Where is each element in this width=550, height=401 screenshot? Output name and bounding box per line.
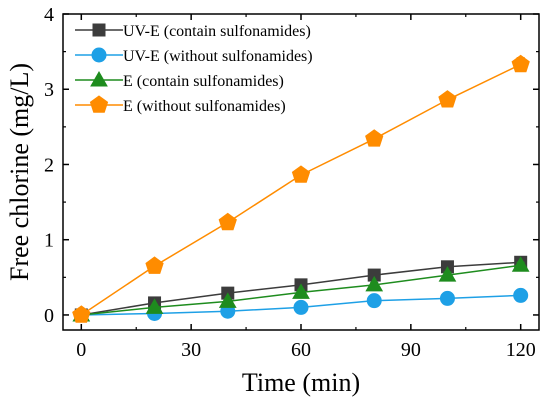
x-axis: 0 30 60 90 120 [76, 14, 536, 361]
legend-marker [92, 23, 106, 37]
x-axis-label: Time (min) [242, 368, 360, 397]
data-point [145, 256, 164, 274]
data-point [292, 283, 310, 299]
series-layer [72, 54, 530, 323]
data-point [218, 212, 237, 231]
data-point [366, 293, 382, 309]
legend-entry: UV-E (without sulfonamides) [75, 47, 313, 65]
legend-entry: UV-E (contain sulfonamides) [75, 23, 311, 40]
legend-marker [90, 70, 108, 87]
x-tick-label: 120 [506, 339, 536, 361]
legend-label: E (contain sulfonamides) [123, 73, 284, 90]
legend: UV-E (contain sulfonamides) UV-E (without… [75, 23, 313, 115]
x-tick-label: 60 [291, 339, 311, 361]
x-tick-label: 90 [401, 339, 421, 361]
data-point [293, 299, 309, 315]
legend-label: UV-E (without sulfonamides) [123, 48, 313, 65]
y-tick-label: 3 [44, 79, 54, 101]
data-point [365, 275, 384, 292]
data-point [438, 90, 457, 108]
legend-label: UV-E (contain sulfonamides) [123, 23, 311, 40]
legend-entry: E (contain sulfonamides) [75, 70, 284, 90]
legend-entry: E (without sulfonamides) [75, 95, 286, 115]
y-tick-label: 2 [44, 154, 54, 176]
data-point [218, 292, 237, 308]
y-tick-label: 1 [44, 230, 54, 252]
y-tick-label: 4 [44, 4, 54, 26]
data-point [511, 54, 530, 73]
data-point [291, 165, 311, 183]
data-point [438, 266, 457, 282]
series [72, 54, 530, 323]
x-tick-label: 0 [76, 339, 86, 361]
y-axis-label: Free chlorine (mg/L) [5, 63, 34, 281]
y-axis: 0 1 2 3 4 [44, 4, 539, 327]
data-point [513, 287, 529, 303]
data-point [72, 305, 91, 323]
legend-marker [91, 47, 107, 63]
data-point [365, 129, 384, 147]
x-tick-label: 30 [181, 339, 201, 361]
data-point [511, 256, 530, 272]
legend-label: E (without sulfonamides) [123, 98, 286, 115]
data-point [439, 290, 455, 306]
data-point [145, 298, 164, 314]
legend-marker [89, 95, 109, 113]
y-tick-label: 0 [44, 305, 54, 327]
